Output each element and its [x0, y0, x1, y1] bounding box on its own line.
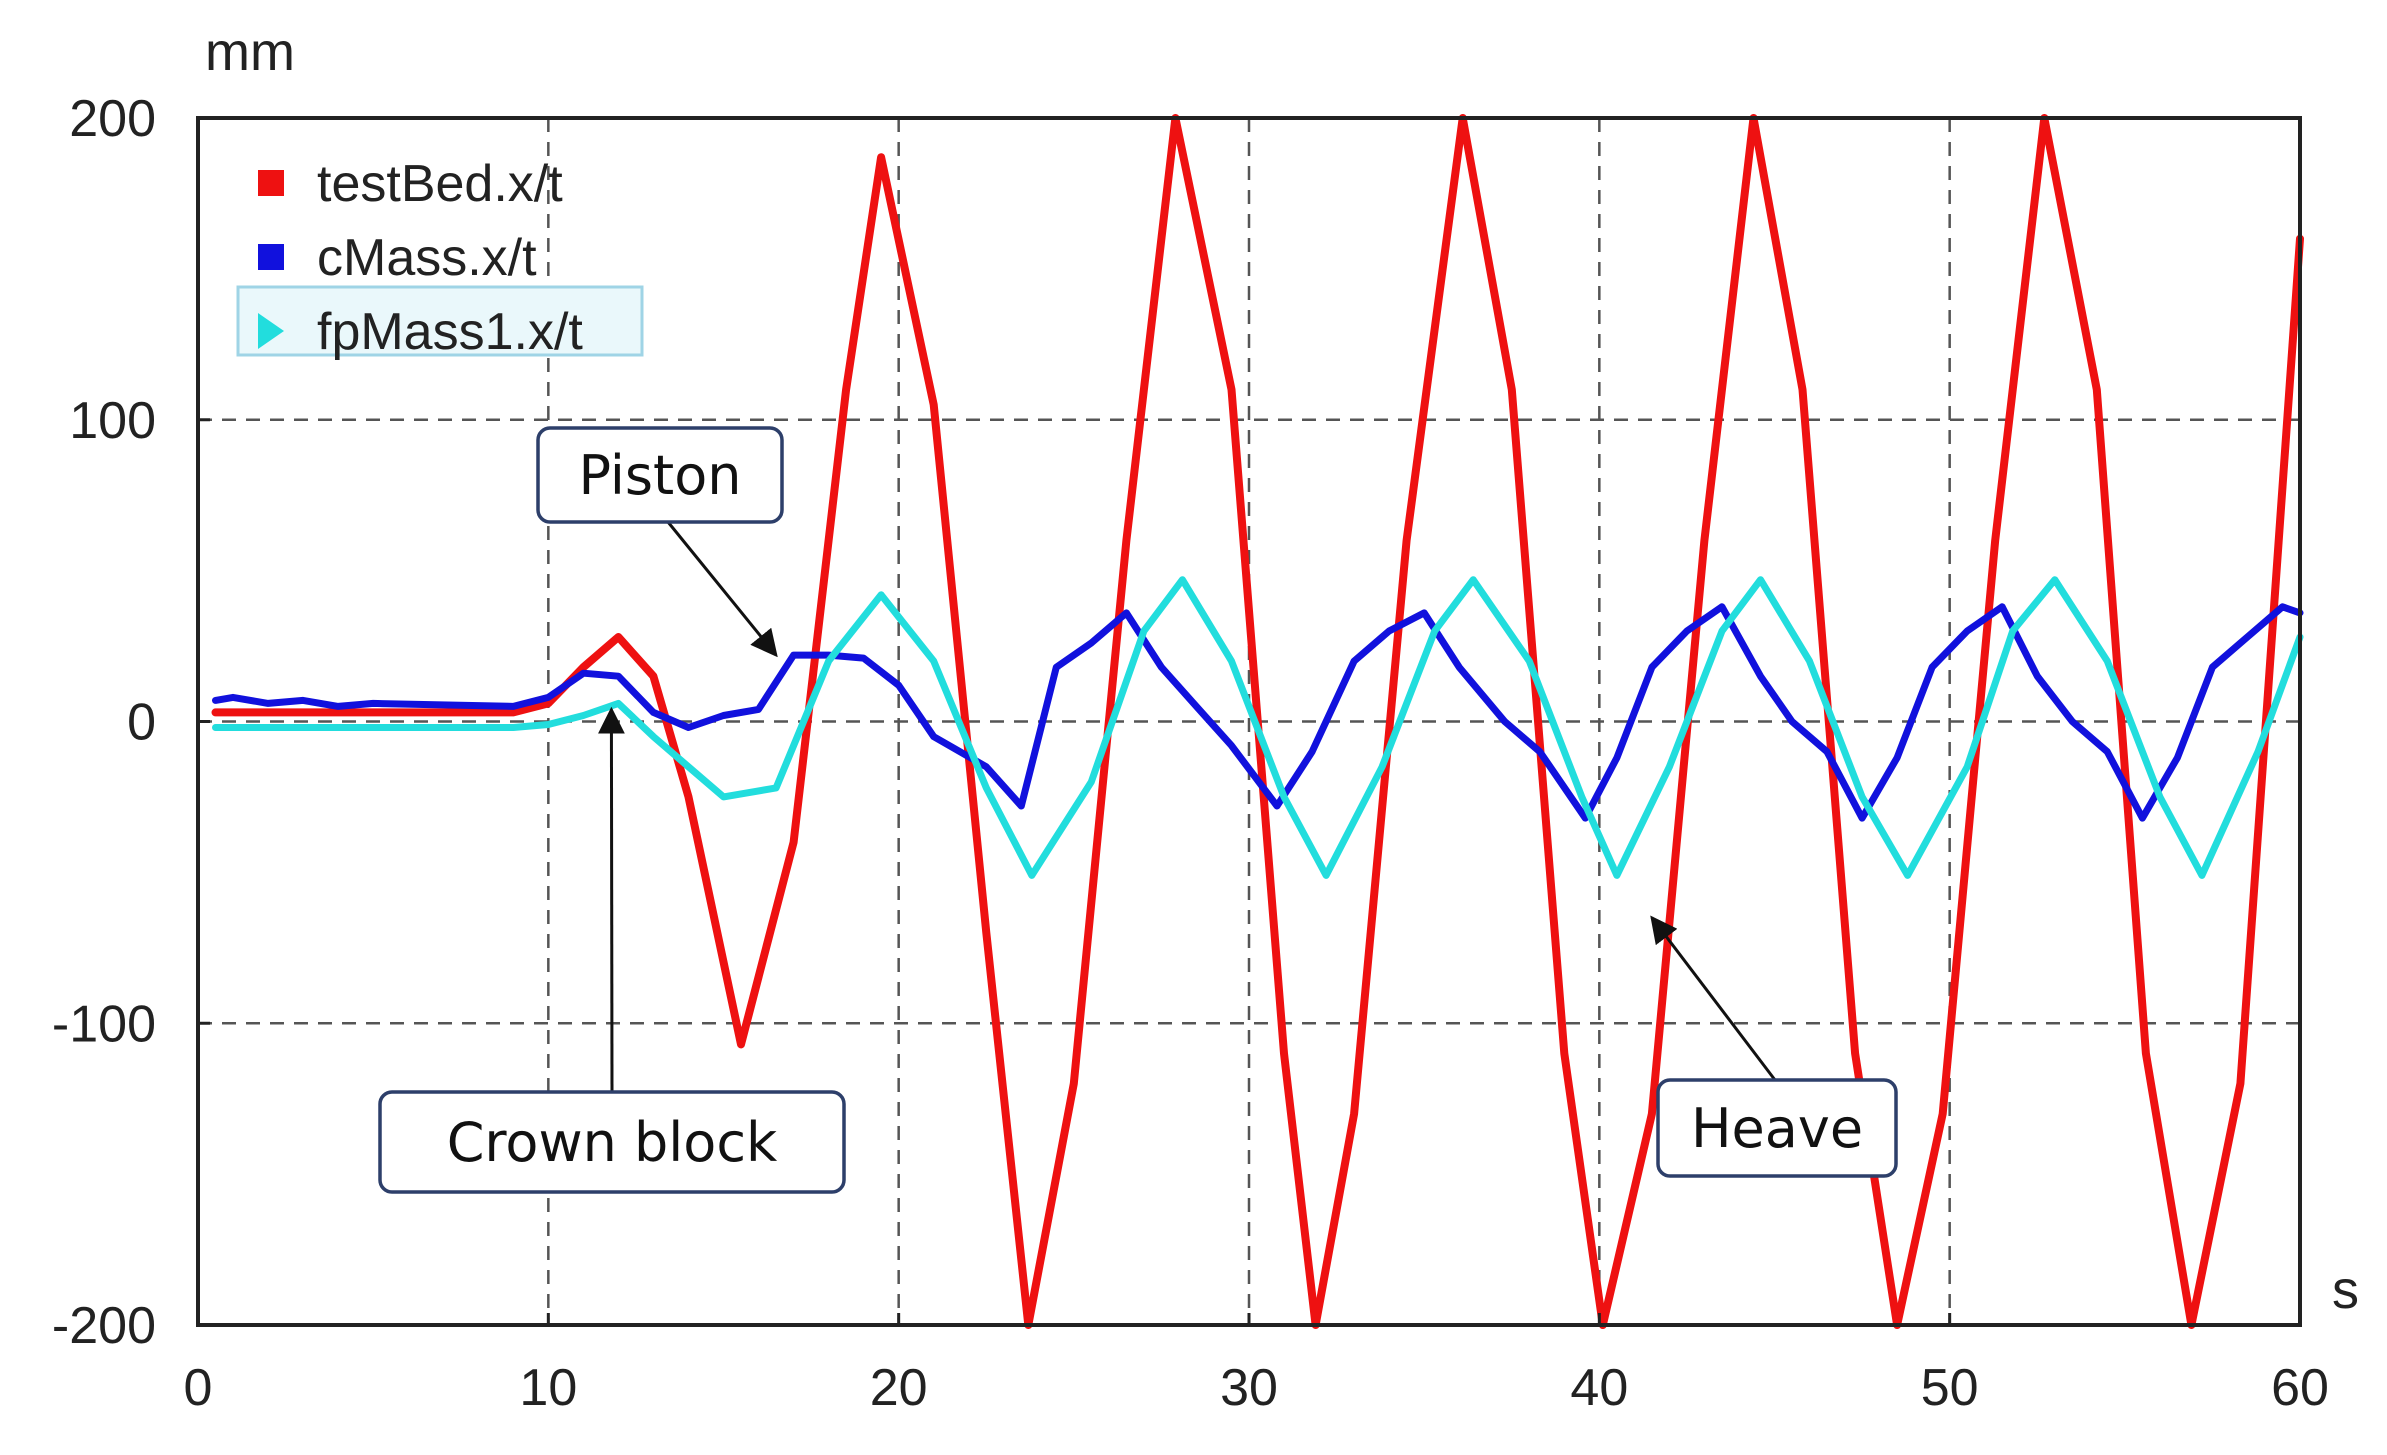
x-tick-label: 50: [1921, 1359, 1979, 1417]
annotations: Piston Crown block Heave: [378, 426, 1898, 1194]
x-tick-label: 10: [519, 1359, 577, 1417]
x-tick-label: 60: [2271, 1359, 2329, 1417]
legend-swatch-2: [258, 244, 284, 270]
x-tick-label: 20: [870, 1359, 928, 1417]
y-tick-label: 200: [69, 90, 156, 148]
y-tick-label: -100: [52, 995, 156, 1053]
legend-item-highlight: [236, 285, 644, 357]
legend-swatch-1: [258, 170, 284, 196]
callout-label: Heave: [1691, 1097, 1863, 1160]
legend-label-2: cMass.x/t: [317, 229, 537, 287]
y-tick-label: 0: [127, 694, 156, 752]
legend-label-3: fpMass1.x/t: [317, 303, 583, 361]
callout-box: [536, 426, 784, 524]
legend-swatch-3: [258, 313, 284, 349]
callout-label: Crown block: [447, 1111, 778, 1174]
y-tick-label: 100: [69, 392, 156, 450]
callout-arrow: [1650, 915, 1777, 1081]
x-unit-label: s: [2332, 1260, 2359, 1320]
axis-ticks: 0 10 20 30 40 50 60 200 100 0 -100 -200: [52, 90, 2329, 1417]
callout-label: Piston: [579, 444, 742, 507]
x-tick-label: 30: [1220, 1359, 1278, 1417]
legend-label-1: testBed.x/t: [317, 155, 563, 213]
x-tick-label: 0: [184, 1359, 213, 1417]
series-line-2: [212, 603, 2304, 822]
legend: testBed.x/t cMass.x/t fpMass1.x/t: [236, 155, 644, 361]
y-unit-label: mm: [205, 22, 295, 82]
series-line-1: [211, 114, 2304, 1329]
callout-arrow: [597, 706, 625, 1093]
callout-arrow: [666, 521, 778, 658]
series-line-3: [212, 576, 2304, 879]
x-tick-label: 40: [1570, 1359, 1628, 1417]
y-tick-label: -200: [52, 1297, 156, 1355]
callout-box: [1656, 1078, 1898, 1178]
series-lines: [211, 114, 2304, 1329]
callout-box: [378, 1090, 846, 1194]
